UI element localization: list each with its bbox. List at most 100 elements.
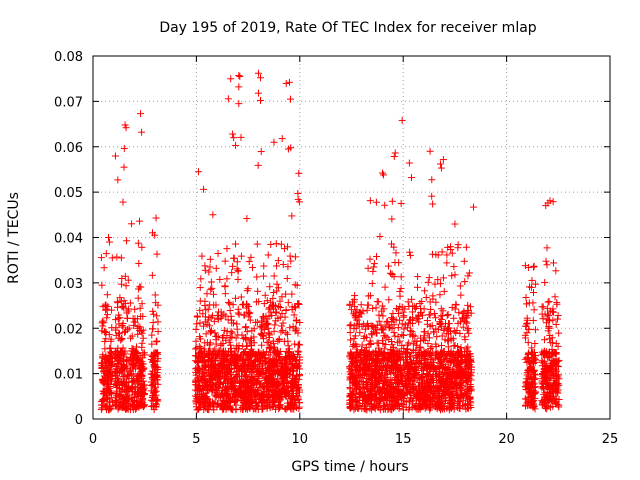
data-point — [117, 280, 125, 288]
data-point — [101, 345, 109, 353]
data-point — [111, 353, 119, 361]
data-point — [116, 403, 124, 411]
data-point — [112, 324, 120, 332]
data-point — [115, 311, 123, 319]
data-point — [115, 368, 123, 376]
data-point — [139, 334, 147, 342]
data-point — [99, 396, 107, 404]
data-point — [119, 319, 127, 327]
y-tick-label: 0.08 — [54, 50, 83, 65]
data-point — [124, 307, 132, 315]
data-points — [97, 69, 563, 414]
x-tick-label: 15 — [395, 432, 412, 447]
data-point — [115, 334, 123, 342]
data-point — [120, 144, 128, 152]
data-point — [98, 360, 106, 368]
chart-title: Day 195 of 2019, Rate Of TEC Index for r… — [159, 20, 536, 36]
data-point — [108, 361, 116, 369]
data-point — [98, 397, 106, 405]
data-point — [118, 335, 126, 343]
data-point — [104, 394, 112, 402]
data-point — [106, 403, 114, 411]
data-point — [112, 372, 120, 380]
data-point — [102, 301, 110, 309]
data-point — [123, 237, 131, 245]
data-point — [118, 347, 126, 355]
data-point — [115, 320, 123, 328]
data-point — [101, 329, 109, 337]
data-point — [114, 380, 122, 388]
data-point — [121, 363, 129, 371]
y-tick-label: 0.06 — [54, 141, 83, 156]
data-point — [103, 305, 111, 313]
data-point — [112, 396, 120, 404]
data-point — [102, 250, 110, 258]
data-point — [103, 291, 111, 299]
data-point — [99, 377, 107, 385]
data-point — [116, 330, 124, 338]
data-point — [108, 254, 116, 262]
data-point — [103, 311, 111, 319]
data-point — [120, 377, 128, 385]
data-point — [129, 377, 137, 385]
y-axis-label: ROTI / TECUs — [6, 192, 22, 284]
data-point — [113, 359, 121, 367]
data-point — [123, 314, 131, 322]
data-point — [98, 281, 106, 289]
data-point — [121, 272, 129, 280]
data-point — [112, 365, 120, 373]
x-tick-label: 20 — [498, 432, 515, 447]
data-point — [125, 324, 133, 332]
data-point — [136, 304, 144, 312]
data-point — [123, 399, 131, 407]
data-point — [102, 335, 110, 343]
data-point — [133, 376, 141, 384]
y-tick-label: 0.03 — [54, 277, 83, 292]
data-point — [123, 371, 131, 379]
y-tick-label: 0.04 — [54, 232, 83, 247]
data-point — [122, 282, 130, 290]
data-point — [108, 349, 116, 357]
data-point — [134, 294, 142, 302]
data-point — [124, 386, 132, 394]
data-point — [115, 395, 123, 403]
x-tick-label: 0 — [89, 432, 97, 447]
data-point — [98, 327, 106, 335]
data-point — [120, 304, 128, 312]
data-point — [124, 276, 132, 284]
data-point — [114, 344, 122, 352]
x-axis-label: GPS time / hours — [291, 459, 408, 475]
data-point — [100, 401, 108, 409]
data-point — [138, 300, 146, 308]
data-point — [117, 254, 125, 262]
data-point — [97, 254, 105, 262]
data-point — [100, 264, 108, 272]
data-point — [113, 387, 121, 395]
data-point — [103, 395, 111, 403]
data-point — [99, 322, 107, 330]
data-point — [102, 362, 110, 370]
x-tick-label: 10 — [292, 432, 309, 447]
y-tick-label: 0.05 — [54, 186, 83, 201]
data-point — [103, 314, 111, 322]
data-point — [120, 297, 128, 305]
data-point — [111, 354, 119, 362]
data-point — [114, 350, 122, 358]
data-point — [98, 319, 106, 327]
data-point — [111, 152, 119, 160]
data-point — [99, 354, 107, 362]
data-point — [120, 373, 128, 381]
data-point — [105, 406, 113, 414]
data-point — [101, 390, 109, 398]
data-point — [119, 401, 127, 409]
data-point — [113, 253, 121, 261]
data-point — [129, 370, 137, 378]
y-tick-label: 0.07 — [54, 95, 83, 110]
data-point — [104, 371, 112, 379]
x-tick-label: 25 — [602, 432, 619, 447]
data-point — [108, 306, 116, 314]
data-point — [100, 379, 108, 387]
data-point — [114, 303, 122, 311]
data-point — [123, 326, 131, 334]
